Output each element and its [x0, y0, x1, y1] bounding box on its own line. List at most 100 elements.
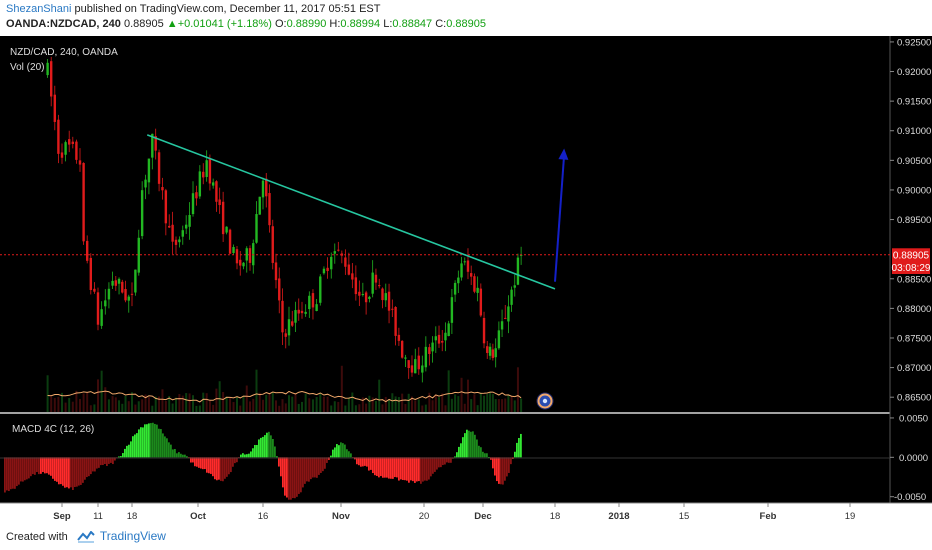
candle-body — [252, 243, 255, 266]
volume-bar — [181, 395, 184, 412]
candle-body — [384, 293, 387, 301]
macd-bar — [68, 457, 70, 489]
volume-bar — [208, 400, 211, 412]
candle-body — [202, 171, 205, 178]
macd-bar — [40, 457, 42, 474]
volume-bar — [93, 404, 96, 412]
volume-bar — [365, 403, 368, 412]
volume-bars — [46, 365, 523, 412]
volume-bar — [134, 404, 137, 412]
macd-bar — [470, 431, 472, 458]
candle-body — [174, 239, 178, 245]
macd-bar — [402, 457, 404, 481]
macd-bar — [6, 457, 8, 491]
time-scale[interactable] — [0, 503, 932, 528]
projection-arrow[interactable] — [554, 154, 566, 282]
time-tick-label: 20 — [419, 511, 430, 522]
macd-bar — [44, 457, 46, 474]
tradingview-link[interactable]: TradingView — [99, 529, 166, 543]
candle-body — [144, 179, 147, 188]
candle-body — [239, 259, 242, 266]
candle-body — [504, 317, 507, 319]
macd-bar — [148, 423, 150, 458]
time-tick-label: 2018 — [608, 511, 629, 522]
author-link[interactable]: ShezanShani — [6, 3, 72, 15]
macd-bar — [18, 457, 20, 485]
macd-bar — [426, 457, 428, 481]
macd-histogram — [4, 422, 522, 500]
volume-bar — [71, 401, 74, 412]
candle-body — [337, 249, 340, 251]
volume-bar — [311, 399, 314, 412]
volume-bar — [431, 400, 434, 412]
volume-legend: Vol (20) — [10, 62, 44, 73]
candle-body — [311, 293, 315, 308]
macd-bar — [220, 457, 222, 481]
tradingview-logo-icon[interactable] — [77, 531, 95, 543]
symbol-label: OANDA:NZDCAD, 240 — [6, 18, 121, 30]
volume-bar — [304, 393, 307, 412]
candle-body — [297, 309, 300, 314]
macd-bar — [14, 457, 16, 489]
volume-bar — [278, 405, 281, 412]
macd-bar — [26, 457, 28, 480]
footer: Created with TradingView — [6, 529, 166, 543]
macd-bar — [242, 453, 244, 458]
macd-bar — [520, 433, 522, 458]
macd-bar — [20, 457, 22, 482]
macd-bar — [98, 457, 100, 468]
macd-bar — [100, 457, 102, 466]
arrow-head-icon — [558, 148, 569, 160]
macd-bar — [272, 438, 274, 458]
price-pane[interactable] — [0, 36, 890, 412]
volume-bar — [218, 381, 221, 412]
macd-bar — [430, 457, 432, 477]
volume-bar — [322, 396, 325, 412]
chart-area[interactable]: 0.92500 0.92000 0.91500 0.91000 0.90500 0.900… — [0, 36, 932, 528]
time-tick-label: Nov — [332, 511, 351, 522]
macd-bar — [66, 457, 68, 488]
macd-bar — [10, 457, 12, 490]
time-tick-label: 15 — [679, 511, 690, 522]
macd-bar — [306, 457, 308, 482]
macd-bar — [34, 457, 36, 475]
candle-body — [322, 268, 326, 274]
macd-bar — [130, 441, 132, 458]
candle-body — [191, 193, 195, 215]
macd-bar — [316, 457, 318, 478]
volume-bar — [107, 399, 110, 412]
candle-body — [93, 288, 96, 292]
macd-bar — [478, 445, 480, 458]
trendline[interactable] — [146, 134, 556, 290]
volume-bar — [288, 395, 290, 412]
candle-body — [368, 296, 371, 299]
volume-bar — [344, 405, 347, 412]
volume-bar — [441, 393, 444, 412]
alert-bubble-icon[interactable] — [536, 392, 554, 410]
candle-body — [404, 357, 407, 359]
volume-bar — [417, 399, 420, 412]
macd-bar — [172, 449, 174, 458]
macd-bar — [308, 457, 310, 482]
candle-body — [333, 251, 336, 254]
candle-body — [319, 276, 322, 303]
candle-body — [347, 264, 351, 275]
macd-bar — [390, 457, 392, 479]
candle-body — [64, 142, 67, 155]
volume-bar — [326, 396, 329, 412]
volume-bar — [265, 394, 268, 412]
candle-body — [228, 229, 232, 254]
candle-body — [68, 139, 71, 145]
macd-bar — [360, 457, 362, 467]
candle-body — [235, 249, 239, 264]
macd-bar — [104, 457, 106, 464]
macd-bar — [362, 457, 364, 467]
macd-bar — [134, 434, 136, 458]
macd-bar — [96, 457, 98, 469]
volume-bar — [144, 394, 147, 412]
volume-bar — [171, 403, 174, 412]
candle-body — [151, 133, 154, 158]
volume-bar — [424, 404, 427, 412]
macd-bar — [178, 452, 180, 458]
macd-bar — [214, 457, 216, 480]
